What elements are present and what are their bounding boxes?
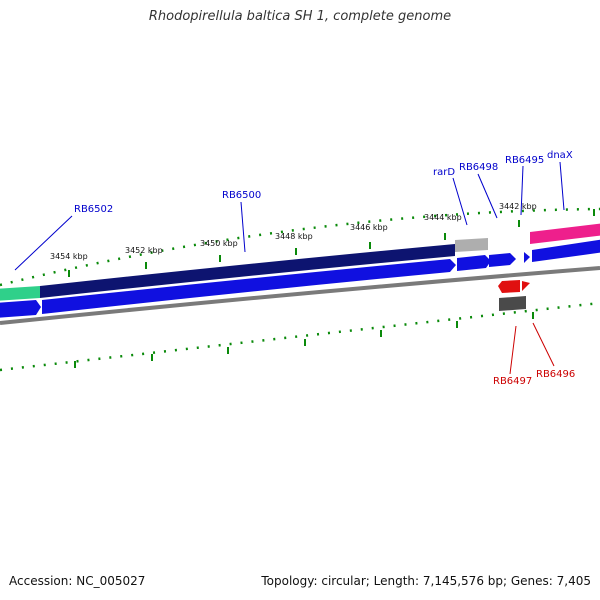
reverse-features: [498, 280, 530, 311]
outer-ruler: [0, 207, 600, 287]
gene-label-rb6496: RB6496: [536, 369, 575, 380]
gene-label-rard: rarD: [433, 167, 455, 178]
map-title: Rhodopirellula baltica SH 1, complete ge…: [148, 9, 452, 24]
leader-rb6498: [477, 173, 498, 219]
reverse-leaders: [509, 322, 555, 375]
ruler-label: 3442 kbp: [499, 202, 537, 211]
gene-label-rb6500: RB6500: [222, 190, 261, 201]
ruler-label: 3444 kbp: [424, 213, 462, 222]
teal-feature: [0, 286, 40, 301]
forward-features: [0, 223, 600, 301]
feature-rard: [455, 238, 488, 252]
ruler-label: 3450 kbp: [200, 239, 238, 248]
leader-rb6496: [532, 322, 555, 367]
ruler-label: 3448 kbp: [275, 232, 313, 241]
leader-dnax: [559, 161, 565, 211]
leader-rb6502: [14, 215, 73, 271]
gene-label-rb6502: RB6502: [74, 204, 113, 215]
leader-rb6500: [240, 201, 246, 253]
gene-arrow-rb6495: [524, 252, 530, 263]
gene-arrow-rard: [457, 255, 491, 271]
gene-label-rb6498: RB6498: [459, 162, 498, 173]
reverse-gene-labels: RB6497 RB6496: [493, 369, 575, 387]
ruler-label: 3446 kbp: [350, 223, 388, 232]
gene-label-rb6497: RB6497: [493, 376, 532, 387]
genome-backbone: [0, 266, 600, 325]
ruler-label: 3454 kbp: [50, 252, 88, 261]
forward-leaders: [14, 161, 565, 271]
feature-rb6502-rb6500-band: [40, 244, 455, 298]
gene-arrow-rb6500: [42, 259, 456, 314]
genome-summary-text: Topology: circular; Length: 7,145,576 bp…: [261, 574, 591, 588]
ruler-label: 3452 kbp: [125, 246, 163, 255]
inner-ruler: [0, 301, 600, 372]
accession-text: Accession: NC_005027: [9, 574, 146, 588]
ruler-labels: 3454 kbp 3452 kbp 3450 kbp 3448 kbp 3446…: [50, 202, 537, 261]
forward-gene-labels: RB6502 RB6500 rarD RB6498 RB6495 dnaX: [74, 150, 573, 215]
gene-arrow-rb6498: [489, 253, 516, 267]
feature-dnax: [530, 223, 600, 244]
gene-arrow-rb6497: [498, 280, 520, 293]
gene-label-rb6495: RB6495: [505, 155, 544, 166]
gene-arrow-rb6496: [522, 281, 530, 291]
gene-arrows: [0, 239, 600, 318]
leader-rard: [452, 177, 468, 226]
gene-arrow-rb6502: [0, 300, 41, 318]
gene-label-dnax: dnaX: [547, 150, 573, 161]
leader-rb6497: [509, 325, 517, 375]
feature-reverse-grey: [499, 296, 526, 311]
leader-rb6495: [520, 165, 524, 216]
gene-arrow-dnax: [532, 239, 600, 262]
